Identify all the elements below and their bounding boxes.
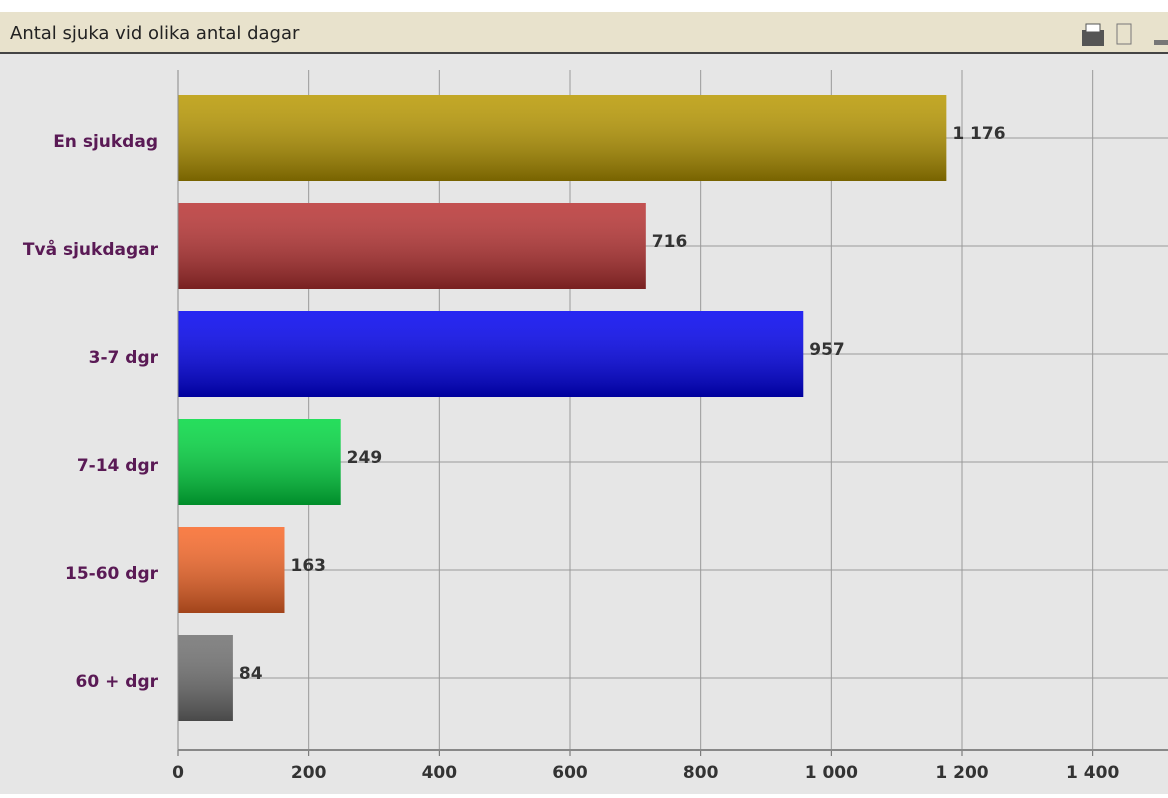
value-label: 249 bbox=[347, 448, 383, 468]
bar-shade bbox=[178, 203, 646, 289]
value-label: 84 bbox=[239, 664, 263, 684]
print-icon-paper bbox=[1085, 23, 1101, 33]
bar-shade bbox=[178, 95, 947, 181]
y-tick-label: 7-14 dgr bbox=[77, 456, 159, 476]
x-tick-label: 0 bbox=[172, 763, 184, 783]
y-tick-label: 15-60 dgr bbox=[65, 564, 159, 584]
value-label: 163 bbox=[290, 556, 326, 576]
y-tick-label: En sjukdag bbox=[53, 132, 158, 152]
bar-shade bbox=[178, 527, 285, 613]
header-bar bbox=[0, 12, 1168, 52]
x-tick-label: 200 bbox=[291, 763, 327, 783]
value-label: 716 bbox=[652, 232, 688, 252]
value-label: 957 bbox=[809, 340, 845, 360]
minimize-icon[interactable] bbox=[1154, 40, 1168, 45]
export-icon[interactable] bbox=[1116, 23, 1132, 45]
x-tick-label: 1 200 bbox=[935, 763, 988, 783]
chart-title: Antal sjuka vid olika antal dagar bbox=[10, 23, 300, 44]
x-tick-label: 600 bbox=[552, 763, 588, 783]
print-icon[interactable] bbox=[1082, 30, 1104, 46]
x-tick-label: 800 bbox=[683, 763, 719, 783]
x-tick-label: 400 bbox=[422, 763, 458, 783]
y-tick-label: 60 + dgr bbox=[76, 672, 159, 692]
y-tick-label: 3-7 dgr bbox=[89, 348, 159, 368]
y-tick-label: Två sjukdagar bbox=[23, 238, 159, 260]
header-icons bbox=[1082, 23, 1168, 46]
bar-shade bbox=[178, 419, 341, 505]
bar-shade bbox=[178, 635, 233, 721]
x-tick-label: 1 000 bbox=[805, 763, 858, 783]
bar-shade bbox=[178, 311, 804, 397]
x-tick-label: 1 400 bbox=[1066, 763, 1119, 783]
value-label: 1 176 bbox=[952, 124, 1005, 144]
